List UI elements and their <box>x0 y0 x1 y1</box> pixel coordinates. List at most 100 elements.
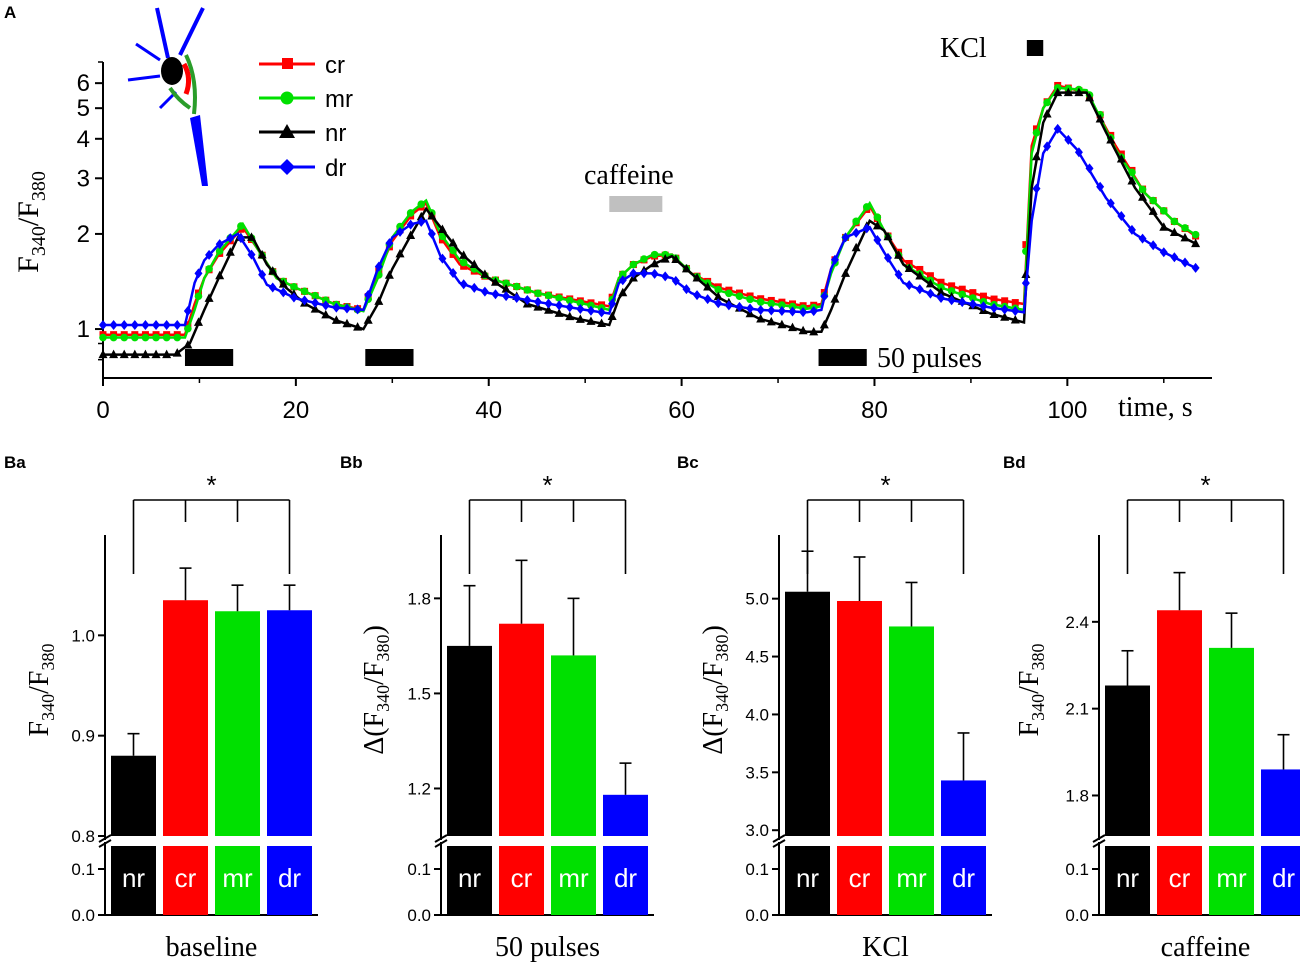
marker-nr <box>692 273 702 282</box>
marker-mr <box>417 200 426 209</box>
marker-nr <box>1191 238 1201 248</box>
y-tick-label: 0.1 <box>1065 860 1089 879</box>
marker-dr <box>1096 181 1105 192</box>
marker-nr <box>851 242 861 252</box>
marker-nr <box>204 293 214 302</box>
marker-cr <box>1001 297 1009 305</box>
marker-dr <box>268 282 277 293</box>
y-tick-label: 3.0 <box>745 821 769 840</box>
marker-mr <box>311 291 319 300</box>
marker-dr <box>215 239 224 250</box>
marker-nr <box>374 296 384 305</box>
marker-nr <box>1180 232 1190 242</box>
marker-dr <box>576 304 585 315</box>
y-tick-label: 0.9 <box>71 727 95 746</box>
marker-mr <box>862 203 871 211</box>
marker-cr <box>969 289 977 297</box>
marker-dr <box>650 268 659 279</box>
y-tick-label: 5.0 <box>745 590 769 609</box>
marker-mr <box>735 292 744 301</box>
y-tick-label: 2.4 <box>1065 613 1089 632</box>
y-label: F340/F380 <box>1014 644 1048 737</box>
marker-nr <box>554 308 564 317</box>
bar-base-dr <box>267 846 312 915</box>
marker-nr <box>788 322 798 332</box>
marker-dr <box>162 319 171 330</box>
marker-dr <box>788 306 797 317</box>
marker-mr <box>184 324 192 333</box>
marker-mr <box>396 222 404 231</box>
marker-dr <box>512 293 521 304</box>
panel-label-bd: Bd <box>1003 453 1026 472</box>
y-tick-label: 4 <box>77 126 90 153</box>
marker-dr <box>279 287 288 298</box>
marker-dr <box>1159 247 1168 258</box>
marker-dr <box>883 252 892 263</box>
bar-dr <box>267 610 312 836</box>
marker-dr <box>1053 123 1062 134</box>
marker-dr <box>491 289 500 300</box>
marker-mr <box>120 333 129 342</box>
marker-nr <box>894 250 904 259</box>
legend-label-mr: mr <box>325 86 353 113</box>
x-label: caffeine <box>1161 932 1251 963</box>
bar-base-cr <box>499 846 544 915</box>
marker-dr <box>1180 257 1189 268</box>
legend-item-dr: dr <box>259 155 346 182</box>
kcl-bar <box>1026 40 1044 56</box>
y-tick-label: 0.0 <box>407 906 431 925</box>
marker-mr <box>141 333 150 342</box>
marker-mr <box>958 290 967 299</box>
marker-nr <box>353 322 363 331</box>
marker-dr <box>565 302 574 313</box>
panel-a-y-label: F340/F380 <box>12 171 50 273</box>
bar-nr <box>785 591 830 836</box>
marker-nr <box>681 263 691 273</box>
significance-star: * <box>1200 470 1210 500</box>
marker-nr <box>1031 151 1041 161</box>
marker-nr <box>713 291 723 301</box>
marker-dr <box>364 289 373 300</box>
marker-dr <box>173 319 182 330</box>
marker-dr <box>852 227 861 238</box>
marker-mr <box>544 291 553 300</box>
bar-cr <box>499 623 544 836</box>
y-tick-label: 1.8 <box>1065 786 1089 805</box>
marker-dr <box>374 261 383 272</box>
marker-dr <box>714 298 723 309</box>
y-label: Δ(F340/F380) <box>359 625 393 755</box>
axis-break-mark <box>772 839 786 848</box>
marker-dr <box>300 295 309 306</box>
marker-nr <box>777 319 787 329</box>
marker-dr <box>862 223 871 234</box>
marker-dr <box>926 288 935 299</box>
marker-dr <box>396 226 405 237</box>
bar-label-nr: nr <box>1116 863 1139 893</box>
bar-label-dr: dr <box>278 863 301 893</box>
marker-dr <box>1064 134 1073 145</box>
marker-nr <box>342 318 352 328</box>
marker-nr <box>618 287 628 297</box>
marker-mr <box>555 294 563 302</box>
bar-cr <box>163 600 208 836</box>
y-tick-label: 1.0 <box>71 626 95 645</box>
marker-nr <box>1116 153 1126 163</box>
panel-a-stimulus-bars <box>184 40 1044 366</box>
x-label: 50 pulses <box>495 932 600 963</box>
marker-dr <box>332 302 341 313</box>
bar-label-cr: cr <box>849 863 871 893</box>
marker-dr <box>682 284 691 295</box>
marker-dr <box>746 303 755 314</box>
marker-nr <box>130 349 140 359</box>
marker-nr <box>819 319 829 329</box>
marker-nr <box>1095 114 1105 123</box>
bar-base-cr <box>1157 846 1202 915</box>
bar-mr <box>1209 647 1254 836</box>
marker-mr <box>194 292 203 301</box>
marker-nr <box>904 263 914 272</box>
x-tick-label: 80 <box>861 397 888 424</box>
marker-dr <box>289 292 298 303</box>
marker-cr <box>916 265 924 273</box>
marker-mr <box>459 258 468 267</box>
axis-break-mark <box>1092 839 1106 848</box>
